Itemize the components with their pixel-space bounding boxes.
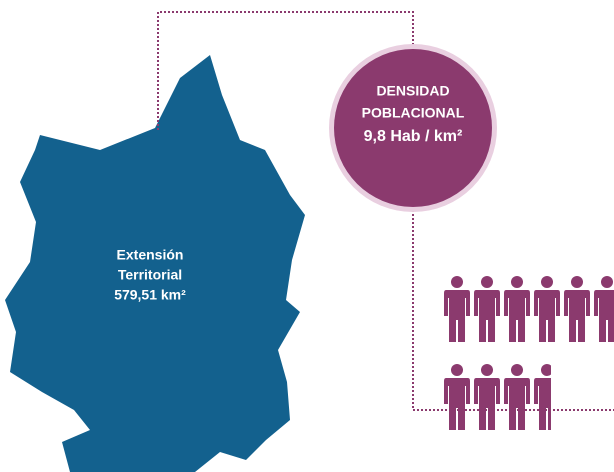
- people-icons: [444, 276, 614, 430]
- person-icon: [504, 276, 530, 342]
- map-label-line: Extensión: [117, 247, 184, 263]
- density-circle: [334, 49, 492, 207]
- bottom-connector: [412, 210, 614, 411]
- person-icon: [444, 364, 470, 430]
- top-connector: [157, 11, 414, 130]
- density-line: 9,8 Hab / km²: [364, 128, 463, 145]
- person-icon: [474, 364, 500, 430]
- density-line: POBLACIONAL: [362, 105, 465, 121]
- person-icon: [474, 276, 500, 342]
- map-label: Extensión Territorial 579,51 km²: [114, 247, 186, 303]
- map-label-line: 579,51 km²: [114, 287, 186, 303]
- person-icon: [504, 364, 530, 430]
- connector-lines: [157, 11, 614, 411]
- density-label: DENSIDAD POBLACIONAL 9,8 Hab / km²: [362, 83, 465, 146]
- person-icon: [534, 276, 560, 342]
- partial-person-icon: [534, 364, 551, 430]
- person-icon: [564, 276, 590, 342]
- person-icon: [444, 276, 470, 342]
- territory-map: [5, 55, 305, 472]
- map-label-line: Territorial: [118, 267, 182, 283]
- person-icon: [594, 276, 614, 342]
- density-line: DENSIDAD: [376, 83, 449, 99]
